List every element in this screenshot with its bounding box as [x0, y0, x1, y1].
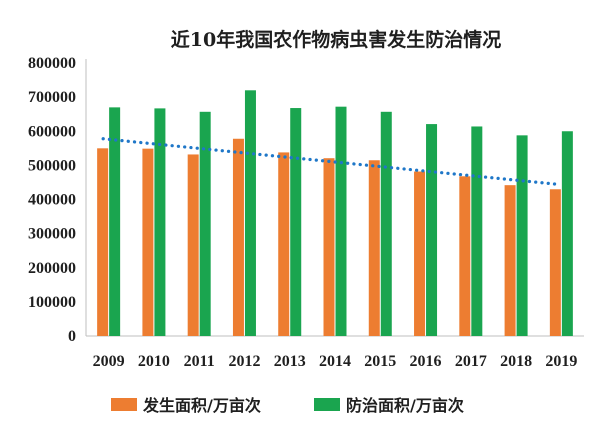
- x-tick-label: 2012: [228, 353, 260, 370]
- bar-control-2016: [426, 124, 438, 337]
- bar-control-2018: [516, 135, 528, 336]
- bar-occurrence-2016: [414, 171, 426, 336]
- bar-occurrence-2017: [459, 176, 471, 336]
- bar-occurrence-2009: [97, 148, 109, 336]
- x-tick-label: 2017: [455, 353, 487, 370]
- x-tick-label: 2016: [410, 353, 442, 370]
- chart-title: 近10年我国农作物病虫害发生防治情况: [171, 28, 501, 51]
- legend-label-occurrence: 发生面积/万亩次: [142, 396, 261, 415]
- axis-lines: [85, 59, 584, 337]
- bar-control-2015: [380, 111, 392, 336]
- x-tick-label: 2011: [184, 353, 215, 370]
- bar-control-2017: [471, 126, 483, 336]
- x-tick-label: 2018: [500, 353, 532, 370]
- bar-control-2011: [199, 111, 211, 336]
- trendline-occurrence: [101, 137, 558, 186]
- bar-control-2019: [561, 131, 573, 336]
- y-tick-label: 400000: [28, 192, 76, 209]
- y-tick-label: 0: [68, 328, 76, 345]
- legend-swatch-occurrence: [111, 398, 137, 411]
- x-axis: 2009 2010 2011 2012 2013 2014 2015 2016 2017 2018…: [93, 353, 578, 370]
- bar-occurrence-2013: [278, 152, 290, 336]
- x-tick-label: 2015: [364, 353, 396, 370]
- x-tick-label: 2019: [545, 353, 577, 370]
- bar-control-2012: [244, 90, 256, 336]
- bar-control-2014: [335, 106, 347, 337]
- bar-occurrence-2011: [187, 154, 199, 336]
- bar-occurrence-2018: [504, 185, 516, 336]
- y-tick-label: 100000: [28, 294, 76, 311]
- bar-occurrence-2014: [323, 158, 335, 336]
- bars: [97, 90, 573, 337]
- legend-label-control: 防治面积/万亩次: [346, 396, 464, 415]
- bar-occurrence-2010: [142, 148, 154, 336]
- y-axis: 0 100000 200000 300000 400000 500000 600000 700…: [28, 55, 76, 345]
- y-tick-label: 700000: [28, 89, 76, 106]
- bar-occurrence-2019: [549, 189, 561, 336]
- x-tick-label: 2010: [138, 353, 170, 370]
- y-tick-label: 500000: [28, 157, 76, 174]
- bar-occurrence-2012: [232, 138, 244, 336]
- bar-control-2009: [109, 107, 121, 336]
- bar-control-2013: [290, 108, 302, 336]
- x-tick-label: 2013: [274, 353, 306, 370]
- legend-swatch-control: [314, 398, 340, 411]
- bar-control-2010: [154, 108, 166, 336]
- y-tick-label: 300000: [28, 226, 76, 243]
- bar-occurrence-2015: [368, 160, 380, 336]
- x-tick-label: 2014: [319, 353, 351, 370]
- x-tick-label: 2009: [93, 353, 125, 370]
- legend: 发生面积/万亩次 防治面积/万亩次: [111, 396, 464, 415]
- y-tick-label: 200000: [28, 260, 76, 277]
- trendline: [101, 137, 558, 186]
- y-tick-label: 600000: [28, 123, 76, 140]
- y-tick-label: 800000: [28, 55, 76, 72]
